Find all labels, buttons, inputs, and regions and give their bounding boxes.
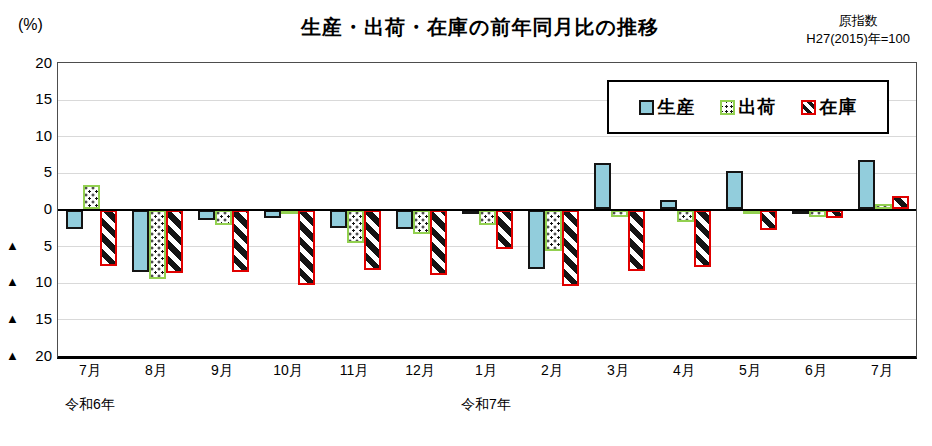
- bar-inventory-1: [166, 210, 183, 274]
- gridline--5: [58, 246, 916, 247]
- zero-axis-line: [58, 209, 916, 211]
- legend-swatch-inventory-icon: [801, 100, 816, 115]
- y-axis-unit-label: (%): [18, 16, 43, 34]
- gridline--10: [58, 283, 916, 284]
- gridline-10: [58, 136, 916, 137]
- x-tick-month-11: 6月: [783, 362, 849, 380]
- y-tick-number: 15: [35, 310, 52, 327]
- bar-shipment-8: [611, 210, 628, 217]
- y-tick-number: 10: [35, 273, 52, 290]
- bar-shipment-2: [215, 210, 232, 225]
- year-label-1: 令和7年: [446, 396, 526, 414]
- legend-swatch-shipment-icon: [720, 100, 735, 115]
- x-tick-month-10: 5月: [717, 362, 783, 380]
- bar-inventory-6: [496, 210, 513, 250]
- chart-canvas: (%) 生産・出荷・在庫の前年同月比の推移 原指数 H27(2015)年=100…: [0, 0, 932, 446]
- x-tick-month-12: 7月: [849, 362, 915, 380]
- x-tick-month-8: 3月: [585, 362, 651, 380]
- negative-triangle-icon: ▲: [6, 311, 19, 326]
- bar-production-5: [396, 210, 413, 230]
- bar-inventory-0: [100, 210, 117, 266]
- y-tick--5: ▲5: [6, 235, 52, 255]
- y-tick-15: 15: [6, 89, 52, 109]
- gridline--15: [58, 319, 916, 320]
- index-note-line2: H27(2015)年=100: [806, 30, 910, 48]
- y-tick--20: ▲ 20: [6, 345, 52, 365]
- index-note-line1: 原指数: [806, 12, 910, 30]
- gridline-5: [58, 173, 916, 174]
- y-tick-number: 15: [35, 90, 52, 107]
- negative-triangle-icon: ▲: [6, 274, 19, 289]
- bar-shipment-5: [413, 210, 430, 234]
- x-tick-month-4: 11月: [321, 362, 387, 380]
- legend-swatch-production-icon: [639, 100, 654, 115]
- bar-inventory-10: [760, 210, 777, 231]
- bar-inventory-3: [298, 210, 315, 285]
- bar-production-12: [858, 160, 875, 210]
- negative-triangle-icon: ▲: [6, 348, 19, 363]
- bar-inventory-2: [232, 210, 249, 272]
- y-tick-number: 10: [35, 127, 52, 144]
- bar-inventory-5: [430, 210, 447, 275]
- bar-production-10: [726, 171, 743, 210]
- x-tick-month-2: 9月: [189, 362, 255, 380]
- bar-production-1: [132, 210, 149, 272]
- bar-inventory-7: [562, 210, 579, 287]
- bar-shipment-7: [545, 210, 562, 251]
- y-tick-0: 0: [6, 199, 52, 219]
- bar-production-4: [330, 210, 347, 228]
- y-tick--10: ▲ 10: [6, 272, 52, 292]
- index-note: 原指数 H27(2015)年=100: [806, 12, 910, 48]
- year-label-0: 令和6年: [50, 396, 130, 414]
- x-tick-month-0: 7月: [57, 362, 123, 380]
- bar-shipment-11: [809, 210, 826, 217]
- x-tick-month-7: 2月: [519, 362, 585, 380]
- bar-production-8: [594, 163, 611, 209]
- bar-inventory-9: [694, 210, 711, 268]
- y-tick-20: 20: [6, 52, 52, 72]
- bar-shipment-9: [677, 210, 694, 222]
- y-tick-number: 5: [44, 163, 52, 180]
- legend-item-inventory: 在庫: [801, 95, 858, 119]
- bar-inventory-12: [892, 196, 909, 209]
- x-tick-month-9: 4月: [651, 362, 717, 380]
- bar-inventory-11: [826, 210, 843, 219]
- x-tick-month-1: 8月: [123, 362, 189, 380]
- bar-shipment-0: [83, 185, 100, 210]
- y-tick-10: 10: [6, 125, 52, 145]
- x-tick-month-5: 12月: [387, 362, 453, 380]
- y-tick-5: 5: [6, 162, 52, 182]
- bar-shipment-6: [479, 210, 496, 225]
- chart-title: 生産・出荷・在庫の前年同月比の推移: [60, 14, 900, 41]
- bar-inventory-8: [628, 210, 645, 272]
- negative-triangle-icon: ▲: [6, 238, 19, 253]
- legend-label-inventory: 在庫: [820, 95, 858, 119]
- legend-item-shipment: 出荷: [720, 95, 777, 119]
- bar-production-7: [528, 210, 545, 269]
- x-tick-month-3: 10月: [255, 362, 321, 380]
- legend-label-production: 生産: [658, 95, 696, 119]
- y-tick--15: ▲ 15: [6, 308, 52, 328]
- legend-label-shipment: 出荷: [739, 95, 777, 119]
- y-tick-number: 20: [35, 54, 52, 71]
- bar-shipment-4: [347, 210, 364, 244]
- x-tick-month-6: 1月: [453, 362, 519, 380]
- bar-production-3: [264, 210, 281, 219]
- bar-production-0: [66, 210, 83, 229]
- y-tick-number: 5: [44, 237, 52, 254]
- legend: 生産 出荷 在庫: [607, 80, 889, 134]
- bar-inventory-4: [364, 210, 381, 271]
- y-tick-number: 20: [35, 347, 52, 364]
- legend-item-production: 生産: [639, 95, 696, 119]
- y-tick-number: 0: [44, 200, 52, 217]
- bar-shipment-1: [149, 210, 166, 280]
- bar-production-2: [198, 210, 215, 221]
